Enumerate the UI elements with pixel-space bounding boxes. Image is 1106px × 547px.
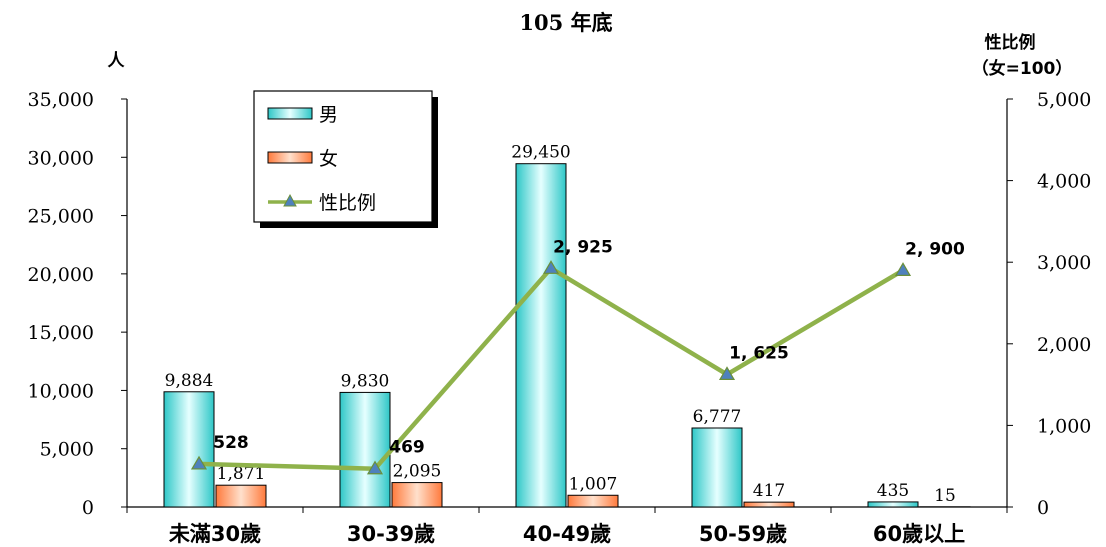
ratio-marker [190,455,208,470]
category-label: 30-39歲 [347,522,435,546]
left-tick-label: 35,000 [28,89,94,111]
axes [126,99,1008,508]
bar-female-value-label: 1,007 [569,474,618,494]
bar-male [163,391,215,508]
right-tick-label: 0 [1037,497,1049,519]
legend-female-swatch [267,151,313,164]
right-tick-label: 3,000 [1037,252,1091,274]
legend-male-label: 男 [319,104,338,126]
bar-male-value-label: 9,830 [341,371,390,391]
ratio-marker [366,460,384,475]
bar-male-value-label: 9,884 [165,371,214,391]
left-tick-label: 20,000 [28,264,94,286]
legend-ratio-label: 性比例 [319,192,376,214]
bar-female-value-label: 1,871 [217,464,266,484]
series-female-bars: 1,871 2,095 1,007 417 15 [215,462,971,508]
legend: 男 女 性比例 [253,90,438,228]
left-tick-label: 0 [82,497,94,519]
right-axis-ticks: 0 1,000 2,000 3,000 4,000 5,000 [1007,89,1091,519]
category-label: 40-49歲 [523,522,611,546]
right-tick-label: 4,000 [1037,171,1091,193]
bar-female-value-label: 15 [934,486,956,506]
category-labels: 未滿30歲 30-39歲 40-49歲 50-59歲 60歲以上 [126,507,1008,546]
legend-male-swatch [267,107,313,120]
right-axis-unit-line2: （女=100） [972,58,1073,79]
bar-male-value-label: 29,450 [511,143,570,163]
ratio-value-label: 528 [213,433,249,453]
right-tick-label: 2,000 [1037,334,1091,356]
bar-male [691,427,743,508]
left-tick-label: 25,000 [28,206,94,228]
ratio-marker [542,260,560,274]
series-sex-ratio-line: 528 469 2, 925 1, 625 2, 900 [190,237,965,475]
bar-female [743,501,795,508]
bar-female [567,494,619,508]
legend-ratio-marker [283,193,297,207]
left-axis-unit: 人 [108,51,126,71]
bar-female-value-label: 417 [753,481,785,501]
series-male-bars: 9,884 9,830 29,450 6,777 435 [163,143,919,508]
left-axis-ticks: 0 5,000 10,000 15,000 20,000 25,000 30,000 35,0… [28,89,127,519]
bar-male-value-label: 435 [877,481,909,501]
ratio-marker [894,262,912,276]
bar-female [215,484,267,508]
chart-title: 105 年底 [519,10,612,35]
bar-female [391,482,443,508]
category-label: 50-59歲 [699,522,787,546]
ratio-value-label: 2, 900 [905,239,965,259]
right-axis-unit-line1: 性比例 [985,32,1036,53]
left-tick-label: 10,000 [28,380,94,402]
left-tick-label: 30,000 [28,147,94,169]
bar-male [515,163,567,508]
right-tick-label: 1,000 [1037,415,1091,437]
ratio-value-label: 2, 925 [553,237,613,257]
ratio-marker [718,366,736,380]
legend-female-label: 女 [319,148,338,170]
bar-male-value-label: 6,777 [693,407,742,427]
category-label: 未滿30歲 [169,522,261,546]
bar-female-value-label: 2,095 [393,462,442,482]
left-tick-label: 5,000 [40,439,94,461]
ratio-value-label: 469 [389,438,425,458]
ratio-value-label: 1, 625 [729,343,789,363]
bar-male [867,501,919,508]
right-tick-label: 5,000 [1037,89,1091,111]
bar-male [339,391,391,508]
left-tick-label: 15,000 [28,322,94,344]
category-label: 60歲以上 [873,522,965,546]
